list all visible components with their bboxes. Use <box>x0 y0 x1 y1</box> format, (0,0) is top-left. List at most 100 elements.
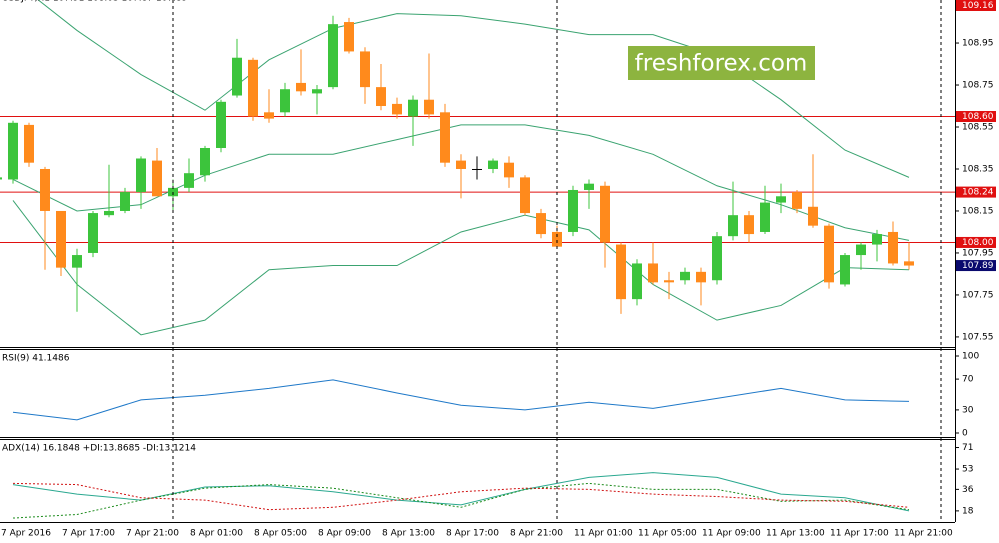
candle-body <box>56 210 66 268</box>
candle-body <box>728 215 738 237</box>
panel <box>0 0 955 336</box>
y-tick-label: 100 <box>962 352 979 362</box>
panel-title: USDJPY,H1 107.91 108.03 107.87 107.89 <box>2 0 188 4</box>
candle-body <box>280 89 290 113</box>
chart-area <box>0 0 955 519</box>
x-tick-label: 11 Apr 01:00 <box>574 529 633 539</box>
candle-body <box>792 192 802 209</box>
y-tick-label: 70 <box>962 375 974 385</box>
watermark: freshforex.com <box>635 51 808 77</box>
x-tick-label: 8 Apr 01:00 <box>190 529 243 539</box>
panel-title: RSI(9) 41.1486 <box>2 354 70 364</box>
candle-body <box>744 215 754 235</box>
x-tick-label: 11 Apr 17:00 <box>830 529 889 539</box>
candle-body <box>408 99 418 117</box>
candle-body <box>184 173 194 188</box>
candle-body <box>312 89 322 94</box>
x-tick-label: 11 Apr 05:00 <box>638 529 697 539</box>
candle-body <box>504 162 514 178</box>
candle-body <box>904 261 914 266</box>
candle-body <box>424 99 434 115</box>
x-tick-label: 7 Apr 21:00 <box>126 529 179 539</box>
level-label: 109.16 <box>962 1 994 11</box>
y-tick-label: 71 <box>962 443 973 453</box>
candle-body <box>232 57 242 96</box>
x-tick-label: 8 Apr 09:00 <box>318 529 371 539</box>
current-price-label: 107.89 <box>962 261 994 271</box>
x-tick-label: 8 Apr 21:00 <box>510 529 563 539</box>
candle-body <box>696 271 706 283</box>
candle-body <box>200 147 210 176</box>
candle-body <box>712 236 722 281</box>
indicator-line <box>12 124 910 241</box>
level-label-box <box>956 236 996 248</box>
candle-body <box>632 263 642 300</box>
y-tick-label: 0 <box>962 428 968 438</box>
y-tick-label: 53 <box>962 465 973 475</box>
level-label: 108.24 <box>962 188 994 198</box>
y-tick-label: 108.75 <box>962 81 994 91</box>
candle-body <box>584 183 594 190</box>
candle-body <box>104 210 114 216</box>
panel-title: ADX(14) 16.1848 +DI:13.8685 -DI:13.1214 <box>2 444 196 454</box>
y-tick-label: 36 <box>962 485 974 495</box>
indicator-line <box>12 200 910 336</box>
candle-body <box>664 280 674 283</box>
candle-body <box>8 122 18 180</box>
candle-body <box>648 263 658 283</box>
candle-body <box>520 177 530 214</box>
y-tick-label: 107.95 <box>962 248 994 258</box>
candle-body <box>152 160 162 197</box>
x-tick-label: 8 Apr 17:00 <box>446 529 499 539</box>
x-tick-label: 7 Apr 2016 <box>1 529 51 539</box>
level-label-box <box>956 111 996 123</box>
candle-body <box>120 192 130 211</box>
candle-body <box>552 231 562 247</box>
candle-body <box>456 160 466 169</box>
candle-body <box>872 234 882 245</box>
indicator-line <box>12 482 910 519</box>
candle-body <box>776 196 786 203</box>
level-label-box <box>956 0 996 11</box>
y-tick-label: 107.55 <box>962 332 994 342</box>
candle-body <box>488 160 498 169</box>
x-tick-label: 11 Apr 21:00 <box>894 529 953 539</box>
candle-body <box>24 124 34 163</box>
candle-body <box>600 185 610 243</box>
candle-body <box>88 213 98 253</box>
panel <box>12 472 910 519</box>
y-tick-label: 108.55 <box>962 123 994 133</box>
candle-body <box>760 202 770 232</box>
y-tick-label: 18 <box>962 506 974 516</box>
candle-body <box>360 51 370 88</box>
x-tick-label: 8 Apr 13:00 <box>382 529 435 539</box>
x-tick-label: 11 Apr 13:00 <box>766 529 825 539</box>
candle-body <box>616 244 626 300</box>
candle-body <box>680 271 690 281</box>
candle-body <box>536 213 546 235</box>
x-tick-label: 7 Apr 17:00 <box>62 529 115 539</box>
current-price-box <box>956 260 996 272</box>
y-tick-label: 30 <box>962 405 974 415</box>
candle-body <box>264 112 274 119</box>
indicator-line <box>37 0 910 178</box>
candle-body <box>296 82 306 92</box>
candle-body <box>440 112 450 163</box>
candle-body <box>216 101 226 148</box>
candle-body <box>568 189 578 232</box>
x-tick-label: 11 Apr 09:00 <box>702 529 761 539</box>
candle-body <box>136 158 146 193</box>
candle-body <box>344 22 354 52</box>
indicator-line <box>12 472 910 512</box>
candle-body <box>856 244 866 256</box>
candle-body <box>808 206 818 226</box>
level-label: 108.60 <box>962 112 994 122</box>
indicator-line <box>12 379 910 421</box>
candle-body <box>376 87 386 107</box>
level-label-box <box>956 186 996 198</box>
candle-body <box>888 231 898 264</box>
indicator-line <box>12 482 910 511</box>
candle-body <box>472 168 482 170</box>
y-tick-label: 108.35 <box>962 164 994 174</box>
